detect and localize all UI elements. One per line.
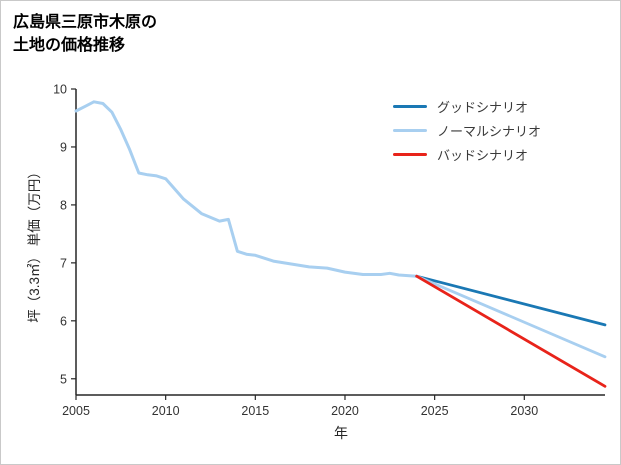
series-line-bad-scenario bbox=[415, 274, 607, 388]
x-tick-label: 2030 bbox=[510, 404, 538, 418]
legend-item-normal: ノーマルシナリオ bbox=[393, 118, 541, 142]
y-tick-label: 7 bbox=[60, 256, 67, 270]
legend-line-good bbox=[393, 104, 427, 108]
legend-item-good: グッドシナリオ bbox=[393, 94, 541, 118]
x-axis-label: 年 bbox=[334, 425, 348, 441]
x-tick-label: 2025 bbox=[421, 404, 449, 418]
chart-title-line2: 土地の価格推移 bbox=[13, 37, 126, 55]
legend-label-bad: バッドシナリオ bbox=[437, 147, 529, 163]
y-tick-label: 5 bbox=[60, 372, 67, 386]
y-axis-label: 坪（3.3㎡） 単価（万円） bbox=[27, 165, 42, 323]
legend-label-normal: ノーマルシナリオ bbox=[437, 123, 542, 139]
legend-item-bad: バッドシナリオ bbox=[393, 142, 541, 166]
chart-title-line1: 広島県三原市木原の bbox=[13, 14, 158, 31]
series-line-historical bbox=[74, 100, 419, 278]
series-line-normal-scenario bbox=[415, 274, 607, 359]
legend-label-good: グッドシナリオ bbox=[437, 99, 529, 115]
y-tick-label: 8 bbox=[60, 198, 67, 212]
y-tick-label: 9 bbox=[60, 140, 67, 154]
y-tick-label: 10 bbox=[53, 83, 67, 97]
chart-title: 広島県三原市木原の 土地の価格推移 bbox=[13, 11, 157, 57]
x-tick-label: 2020 bbox=[331, 404, 359, 418]
x-tick-label: 2015 bbox=[241, 404, 269, 418]
legend-line-normal bbox=[393, 128, 427, 132]
x-tick-label: 2005 bbox=[62, 404, 90, 418]
y-tick-label: 6 bbox=[60, 314, 67, 328]
x-tick-label: 2010 bbox=[152, 404, 180, 418]
legend-line-bad bbox=[393, 152, 427, 156]
legend: グッドシナリオ ノーマルシナリオ バッドシナリオ bbox=[393, 94, 541, 166]
series-line-good-scenario bbox=[415, 274, 607, 327]
